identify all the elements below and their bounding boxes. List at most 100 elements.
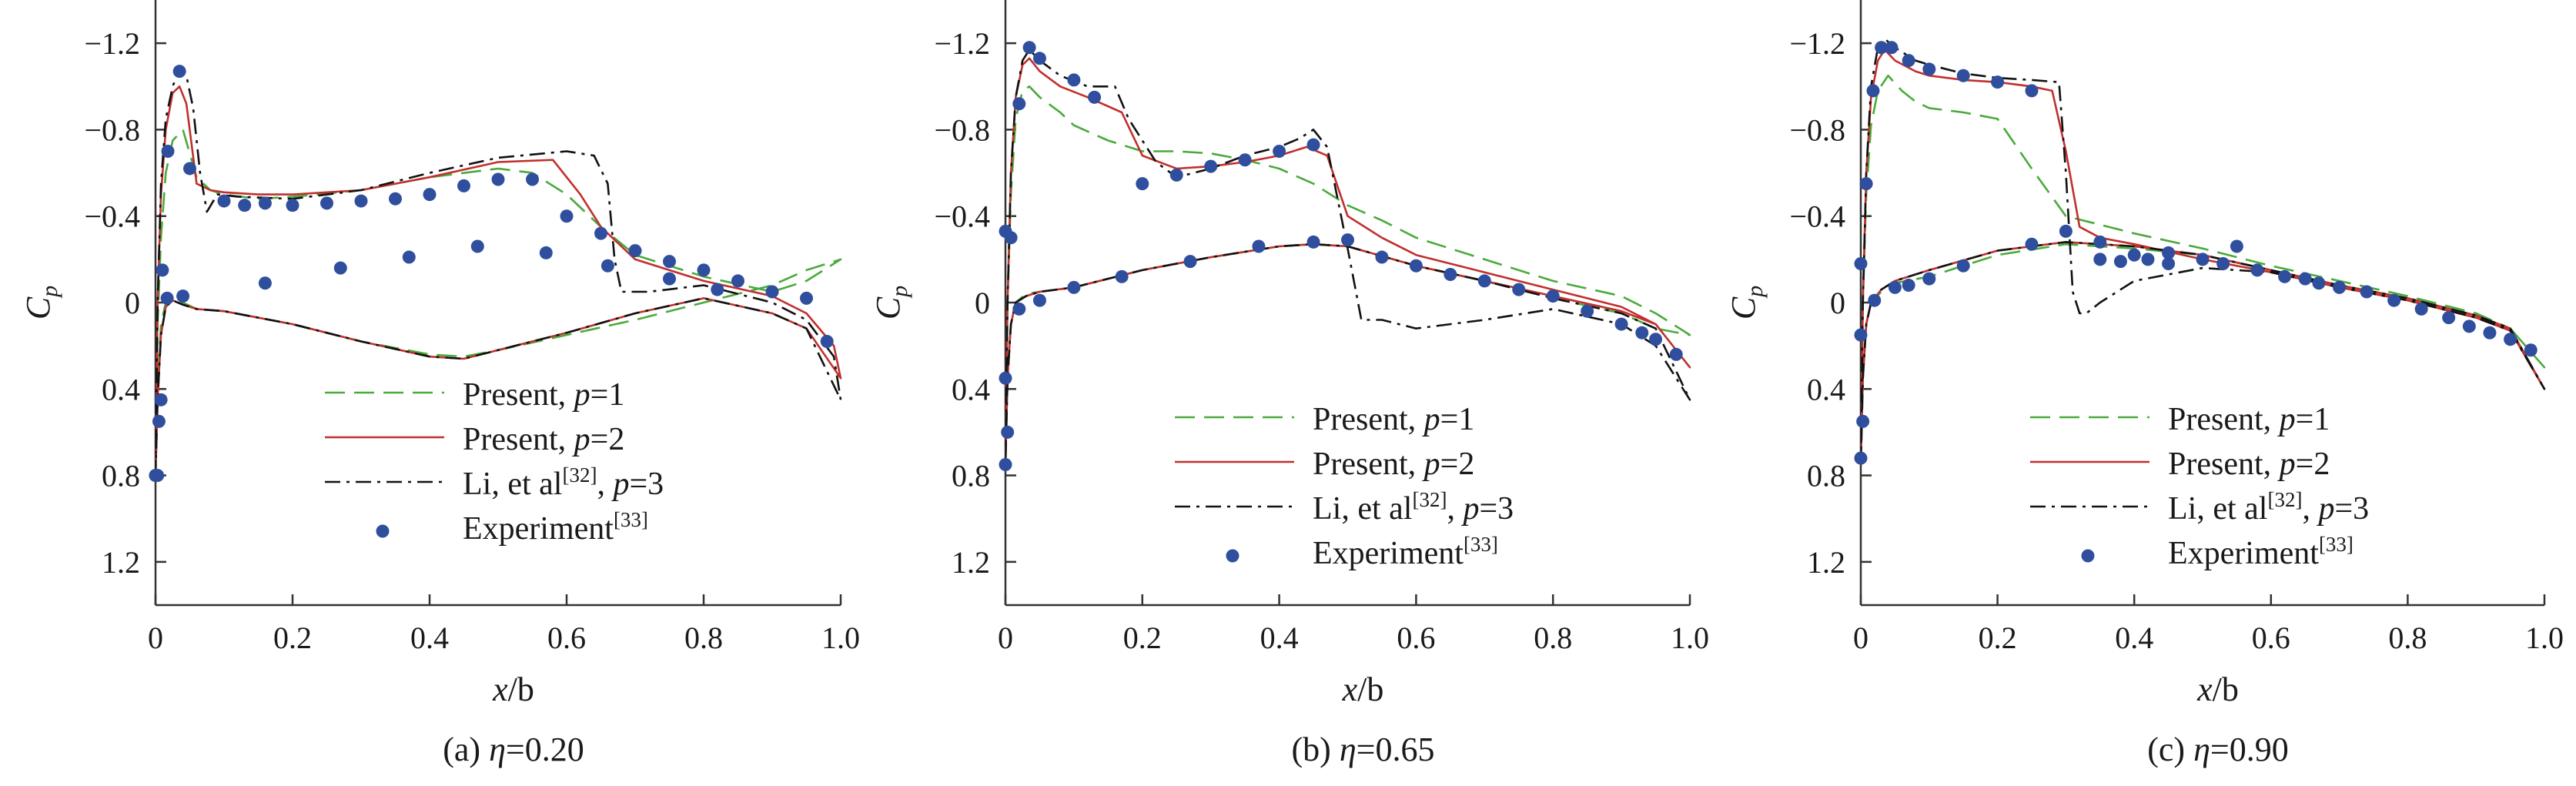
data-point-exp xyxy=(2333,280,2347,294)
data-point-exp xyxy=(526,172,539,186)
data-point-exp xyxy=(2162,256,2176,270)
legend-label-value: =1 xyxy=(590,377,625,413)
data-point-exp xyxy=(1273,145,1286,158)
data-point-exp xyxy=(1956,259,1970,273)
y-axis-label-main: C xyxy=(1725,296,1762,319)
y-tick-label: 0 xyxy=(1830,286,1845,320)
legend-entry-li: Li, et al[32], p=3 xyxy=(1175,488,1514,527)
legend-label-text: Experiment xyxy=(463,511,614,547)
data-point-exp xyxy=(765,285,779,299)
legend-label-var: p xyxy=(572,422,590,457)
caption-value: =0.20 xyxy=(506,731,584,768)
legend-marker-exp xyxy=(2081,549,2095,563)
data-point-exp xyxy=(1922,272,1936,286)
x-tick-label: 0.4 xyxy=(410,620,449,655)
legend-label: Present, p=2 xyxy=(2168,447,2330,482)
legend-entry-p1: Present, p=1 xyxy=(2030,402,2330,437)
data-point-exp xyxy=(149,469,162,483)
y-tick-label: 0.8 xyxy=(952,459,990,493)
y-tick-label: −0.8 xyxy=(1789,112,1845,147)
data-point-exp xyxy=(999,224,1012,238)
legend-entry-p2: Present, p=2 xyxy=(2030,447,2330,482)
x-axis-label-var: x xyxy=(2196,671,2213,708)
data-point-exp xyxy=(999,371,1012,385)
y-tick-label: −0.8 xyxy=(934,112,990,147)
legend-entry-exp: Experiment[33] xyxy=(376,508,648,547)
data-point-exp xyxy=(2360,285,2374,299)
legend-label-sup: [33] xyxy=(2319,533,2354,556)
data-point-exp xyxy=(1888,280,1902,294)
legend-label-text: Experiment xyxy=(1313,536,1464,571)
y-axis-label: Cp xyxy=(1725,286,1768,319)
data-point-exp xyxy=(1022,41,1036,55)
data-point-exp xyxy=(1669,347,1683,361)
data-point-exp xyxy=(258,196,272,210)
data-point-exp xyxy=(1238,153,1252,167)
data-point-exp xyxy=(1252,239,1266,253)
legend-label-value: =2 xyxy=(590,422,625,457)
x-tick-label: 1.0 xyxy=(821,620,860,655)
panel-caption: (c) η=0.90 xyxy=(2147,731,2289,768)
y-tick-label: 1.2 xyxy=(102,545,140,580)
y-tick-label: −0.8 xyxy=(84,112,140,147)
data-point-exp xyxy=(1067,280,1081,294)
data-point-exp xyxy=(1956,69,1970,82)
data-point-exp xyxy=(1169,168,1183,182)
x-tick-label: 1.0 xyxy=(2525,620,2564,655)
series-line-li xyxy=(1861,38,2546,465)
data-point-exp xyxy=(1409,259,1423,273)
data-point-exp xyxy=(1012,302,1026,316)
data-point-exp xyxy=(2462,319,2476,333)
legend-label: Li, et al[32], p=3 xyxy=(2168,488,2369,527)
data-point-exp xyxy=(172,65,186,79)
legend-entry-li: Li, et al[32], p=3 xyxy=(325,463,664,502)
data-point-exp xyxy=(697,263,711,277)
legend-label: Li, et al[32], p=3 xyxy=(1313,488,1514,527)
data-point-exp xyxy=(628,244,642,258)
caption-var: η xyxy=(2193,731,2210,768)
x-axis-label-var: x xyxy=(492,671,508,708)
legend-label-value: =3 xyxy=(629,467,664,502)
x-axis-label-rest: /b xyxy=(2213,671,2239,708)
data-point-exp xyxy=(2504,333,2517,346)
data-point-exp xyxy=(2414,302,2428,316)
x-tick-label: 0.4 xyxy=(1260,620,1299,655)
y-tick-label: 0.4 xyxy=(102,372,140,406)
legend-label-sup: [33] xyxy=(614,508,648,531)
data-point-exp xyxy=(1032,52,1046,65)
y-tick-label: 0 xyxy=(975,286,990,320)
series-line-p2 xyxy=(1005,57,1691,465)
data-point-exp xyxy=(2127,248,2141,262)
data-point-exp xyxy=(1581,304,1594,318)
series-line-li xyxy=(156,68,842,476)
data-point-exp xyxy=(1088,90,1102,104)
legend-label-tail: , xyxy=(597,467,613,502)
data-point-exp xyxy=(560,209,574,223)
legend-label-var: p xyxy=(572,377,590,413)
legend-label: Present, p=1 xyxy=(463,377,624,413)
y-tick-label: −1.2 xyxy=(934,26,990,61)
data-point-exp xyxy=(820,335,834,349)
data-point-exp xyxy=(320,196,333,210)
legend-entry-li: Li, et al[32], p=3 xyxy=(2030,488,2369,527)
data-point-exp xyxy=(1204,159,1218,173)
data-point-exp xyxy=(2524,343,2538,357)
data-point-exp xyxy=(800,291,813,305)
legend-entry-p1: Present, p=1 xyxy=(1175,402,1474,437)
legend-label-var: p xyxy=(611,467,629,502)
data-point-exp xyxy=(2298,272,2312,286)
y-tick-label: −0.4 xyxy=(1789,199,1845,234)
data-point-exp xyxy=(663,272,676,286)
caption-value: =0.65 xyxy=(1357,731,1435,768)
y-axis-label: Cp xyxy=(19,286,62,319)
data-point-exp xyxy=(2141,253,2155,266)
y-axis-label-sub: p xyxy=(37,286,62,299)
legend-entry-p2: Present, p=2 xyxy=(325,422,624,457)
data-point-exp xyxy=(1854,451,1868,465)
caption-prefix: (c) xyxy=(2147,731,2193,768)
x-tick-label: 0 xyxy=(148,620,163,655)
data-point-exp xyxy=(491,172,505,186)
legend-label-text: Li, et al xyxy=(463,467,562,502)
legend-entry-p1: Present, p=1 xyxy=(325,377,624,413)
panel-caption: (a) η=0.20 xyxy=(443,731,584,768)
